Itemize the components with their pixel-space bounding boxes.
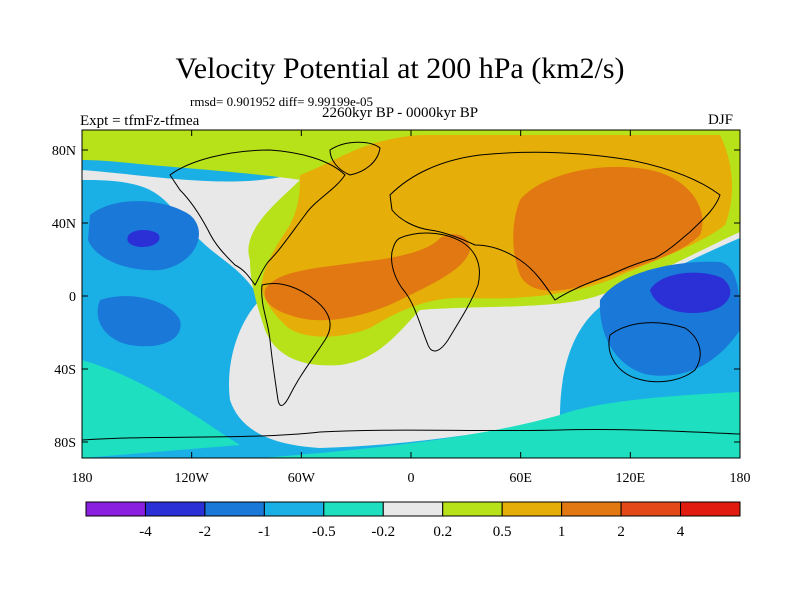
coastline-australia — [608, 322, 701, 383]
lon-label: 60W — [288, 471, 316, 486]
lat-label: 80S — [54, 436, 76, 451]
colorbar-segment — [382, 501, 444, 517]
colorbar-label: -0.2 — [371, 524, 395, 540]
colorbar-label: 4 — [677, 524, 685, 540]
map-title: Velocity Potential at 200 hPa (km2/s) — [175, 52, 625, 85]
experiment-label: Expt = tfmFz-tfmea — [80, 113, 200, 129]
lat-label: 40N — [52, 217, 76, 232]
colorbar-segment — [144, 501, 206, 517]
colorbar-label: -1 — [258, 524, 271, 540]
lat-label: 40S — [54, 363, 76, 378]
season-label: DJF — [708, 112, 734, 128]
coastlines — [82, 141, 740, 441]
contour-strong-positive-americas — [264, 234, 470, 321]
stats-text: rmsd= 0.901952 diff= 9.99199e-05 — [190, 94, 374, 109]
colorbar-label: -0.5 — [312, 524, 336, 540]
colorbar-segment — [263, 501, 325, 517]
colorbar-label: 1 — [558, 524, 566, 540]
colorbar-segment — [501, 501, 563, 517]
lon-label: 180 — [730, 471, 751, 486]
coastline-greenland — [329, 141, 381, 176]
coastline-north-america — [169, 149, 346, 286]
colorbar-label: -2 — [199, 524, 212, 540]
colorbar-segment — [680, 501, 741, 517]
coastline-africa — [391, 232, 480, 352]
lat-label: 0 — [69, 290, 76, 305]
contour-strong-negative-north-pacific — [127, 230, 160, 247]
lon-label: 60E — [509, 471, 532, 486]
period-label: 2260kyr BP - 0000kyr BP — [322, 105, 479, 121]
coastline-antarctica — [82, 428, 740, 441]
coastline-south-america — [261, 283, 331, 406]
colorbar-segment — [204, 501, 265, 517]
contour-strong-positive-asia — [513, 166, 703, 291]
colorbar-segment — [323, 501, 384, 517]
colorbar-label: 2 — [617, 524, 625, 540]
lon-label: 180 — [72, 471, 93, 486]
contour-moderate-negative-south-pacific — [97, 296, 181, 347]
colorbar-segment — [561, 501, 622, 517]
colorbar-label: -4 — [139, 524, 152, 540]
contour-weak-negative-south-east — [260, 392, 740, 458]
colorbar-label: 0.5 — [493, 524, 512, 540]
contour-strong-negative-west-pacific — [650, 272, 731, 314]
lon-label: 120W — [175, 471, 210, 486]
coastline-eurasia — [389, 151, 721, 301]
lon-label: 120E — [616, 471, 646, 486]
lon-label: 0 — [408, 471, 415, 486]
contour-weak-negative-south — [82, 360, 240, 458]
contour-field — [82, 130, 740, 458]
lat-label: 80N — [52, 144, 76, 159]
colorbar — [85, 501, 741, 517]
colorbar-segment — [620, 501, 682, 517]
colorbar-segment — [85, 501, 146, 517]
colorbar-label: 0.2 — [433, 524, 452, 540]
colorbar-segment — [442, 501, 503, 517]
colorbar-labels: -4 -2 -1 -0.5 -0.2 0.2 0.5 1 2 4 — [139, 524, 685, 540]
